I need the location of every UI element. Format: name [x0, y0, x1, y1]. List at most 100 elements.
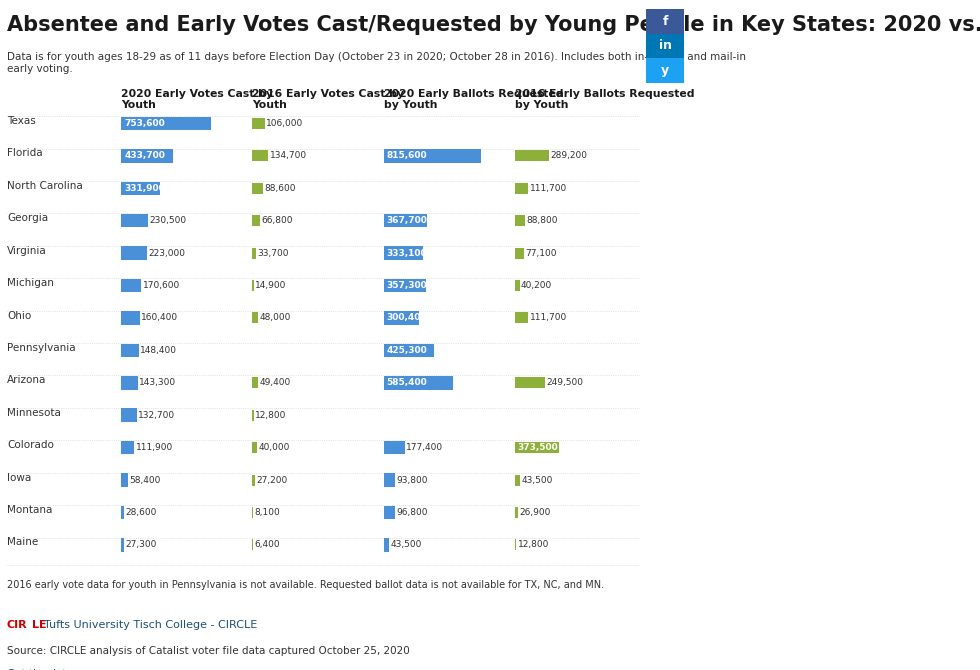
FancyBboxPatch shape — [514, 442, 560, 453]
Text: 8,100: 8,100 — [255, 508, 280, 517]
FancyBboxPatch shape — [252, 442, 257, 453]
FancyBboxPatch shape — [646, 9, 684, 34]
Text: 134,700: 134,700 — [270, 151, 307, 160]
Text: 48,000: 48,000 — [260, 314, 291, 322]
Text: 27,300: 27,300 — [125, 540, 157, 549]
FancyBboxPatch shape — [121, 149, 172, 163]
Text: Data is for youth ages 18-29 as of 11 days before Election Day (October 23 in 20: Data is for youth ages 18-29 as of 11 da… — [7, 52, 746, 74]
FancyBboxPatch shape — [514, 183, 528, 194]
Text: 111,700: 111,700 — [529, 314, 566, 322]
Text: Maine: Maine — [7, 537, 38, 547]
FancyBboxPatch shape — [514, 539, 516, 550]
Text: 33,700: 33,700 — [258, 249, 289, 258]
Text: 2020 Early Votes Cast by
Youth: 2020 Early Votes Cast by Youth — [121, 88, 273, 111]
Text: 88,800: 88,800 — [527, 216, 559, 225]
Text: 815,600: 815,600 — [386, 151, 427, 160]
Text: 77,100: 77,100 — [525, 249, 557, 258]
Text: 300,400: 300,400 — [386, 314, 426, 322]
FancyBboxPatch shape — [383, 312, 419, 325]
FancyBboxPatch shape — [646, 58, 684, 82]
Text: 373,500: 373,500 — [517, 443, 559, 452]
Text: 289,200: 289,200 — [551, 151, 588, 160]
Text: 12,800: 12,800 — [255, 411, 286, 419]
FancyBboxPatch shape — [514, 507, 518, 518]
Text: 66,800: 66,800 — [262, 216, 293, 225]
FancyBboxPatch shape — [252, 118, 265, 129]
Text: 170,600: 170,600 — [143, 281, 180, 290]
FancyBboxPatch shape — [252, 151, 269, 161]
Text: 333,100: 333,100 — [386, 249, 427, 258]
FancyBboxPatch shape — [383, 214, 427, 228]
Text: Virginia: Virginia — [7, 246, 47, 256]
FancyBboxPatch shape — [514, 474, 520, 486]
FancyBboxPatch shape — [121, 538, 124, 551]
Text: Florida: Florida — [7, 149, 42, 159]
Text: 367,700: 367,700 — [386, 216, 427, 225]
Text: 230,500: 230,500 — [150, 216, 187, 225]
Text: 49,400: 49,400 — [260, 379, 291, 387]
Text: 27,200: 27,200 — [257, 476, 288, 484]
FancyBboxPatch shape — [383, 506, 395, 519]
FancyBboxPatch shape — [121, 279, 141, 292]
Text: Georgia: Georgia — [7, 213, 48, 223]
FancyBboxPatch shape — [121, 473, 127, 487]
Text: 93,800: 93,800 — [396, 476, 427, 484]
Text: in: in — [659, 40, 671, 52]
Text: 223,000: 223,000 — [149, 249, 186, 258]
Text: 753,600: 753,600 — [124, 119, 166, 128]
Text: 43,500: 43,500 — [390, 540, 421, 549]
Text: 111,900: 111,900 — [135, 443, 172, 452]
Text: 177,400: 177,400 — [406, 443, 443, 452]
FancyBboxPatch shape — [252, 312, 258, 324]
FancyBboxPatch shape — [252, 183, 263, 194]
Text: Source: CIRCLE analysis of Catalist voter file data captured October 25, 2020: Source: CIRCLE analysis of Catalist vote… — [7, 646, 410, 656]
FancyBboxPatch shape — [121, 344, 138, 357]
Text: 249,500: 249,500 — [546, 379, 583, 387]
Text: 6,400: 6,400 — [255, 540, 280, 549]
FancyBboxPatch shape — [514, 280, 519, 291]
FancyBboxPatch shape — [383, 441, 405, 454]
FancyBboxPatch shape — [121, 409, 137, 422]
FancyBboxPatch shape — [121, 441, 134, 454]
Text: 2016 Early Votes Cast by
Youth: 2016 Early Votes Cast by Youth — [252, 88, 404, 111]
Text: Tufts University Tisch College - CIRCLE: Tufts University Tisch College - CIRCLE — [43, 620, 257, 630]
Text: 14,900: 14,900 — [256, 281, 287, 290]
Text: 160,400: 160,400 — [141, 314, 178, 322]
Text: Pennsylvania: Pennsylvania — [7, 343, 75, 353]
Circle shape — [23, 624, 30, 632]
Text: 331,900: 331,900 — [124, 184, 166, 193]
Text: 425,300: 425,300 — [386, 346, 427, 355]
Text: 12,800: 12,800 — [517, 540, 549, 549]
Text: 88,600: 88,600 — [265, 184, 296, 193]
FancyBboxPatch shape — [252, 280, 254, 291]
FancyBboxPatch shape — [121, 117, 211, 130]
Text: Colorado: Colorado — [7, 440, 54, 450]
Text: Texas: Texas — [7, 116, 35, 126]
FancyBboxPatch shape — [383, 247, 423, 260]
Text: 106,000: 106,000 — [267, 119, 304, 128]
FancyBboxPatch shape — [383, 344, 434, 357]
Text: Minnesota: Minnesota — [7, 408, 61, 418]
Text: Absentee and Early Votes Cast/Requested by Young People in Key States: 2020 vs. : Absentee and Early Votes Cast/Requested … — [7, 15, 980, 36]
Text: 28,600: 28,600 — [125, 508, 157, 517]
Text: 2020 Early Ballots Requested
by Youth: 2020 Early Ballots Requested by Youth — [383, 88, 564, 111]
Text: 148,400: 148,400 — [140, 346, 177, 355]
FancyBboxPatch shape — [383, 538, 389, 551]
Text: 585,400: 585,400 — [386, 379, 427, 387]
FancyBboxPatch shape — [383, 149, 480, 163]
Text: 2016 Early Ballots Requested
by Youth: 2016 Early Ballots Requested by Youth — [514, 88, 694, 111]
Text: 40,000: 40,000 — [259, 443, 290, 452]
FancyBboxPatch shape — [514, 215, 525, 226]
Text: y: y — [662, 64, 669, 77]
FancyBboxPatch shape — [121, 376, 138, 389]
Text: CIR: CIR — [7, 620, 27, 630]
FancyBboxPatch shape — [252, 410, 254, 421]
Text: 26,900: 26,900 — [519, 508, 551, 517]
Text: 357,300: 357,300 — [386, 281, 427, 290]
FancyBboxPatch shape — [252, 215, 260, 226]
FancyBboxPatch shape — [252, 377, 258, 389]
Text: North Carolina: North Carolina — [7, 181, 82, 191]
Text: 111,700: 111,700 — [529, 184, 566, 193]
Text: Ohio: Ohio — [7, 310, 31, 320]
Text: 433,700: 433,700 — [124, 151, 166, 160]
